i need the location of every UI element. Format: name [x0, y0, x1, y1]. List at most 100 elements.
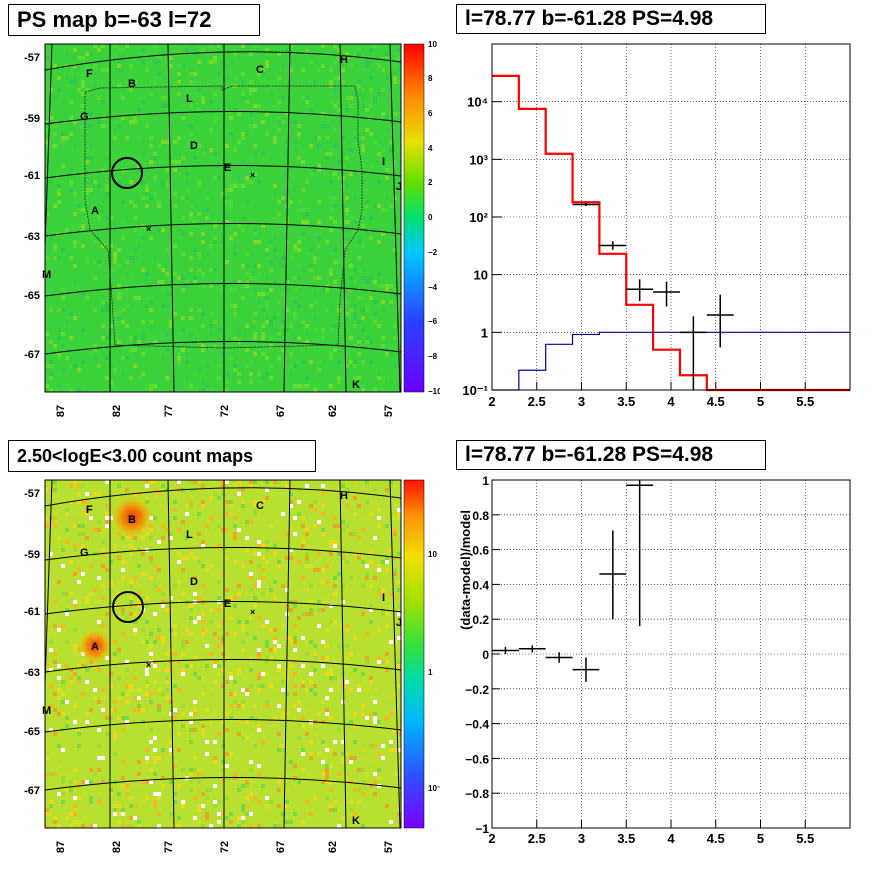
map-pixel	[213, 60, 217, 64]
map-pixel	[369, 48, 373, 52]
map-pixel	[105, 184, 109, 188]
map-pixel	[309, 268, 313, 272]
map-pixel	[281, 120, 285, 124]
map-pixel	[73, 572, 77, 576]
map-pixel	[321, 112, 325, 116]
map-pixel	[69, 772, 73, 776]
map-pixel	[225, 388, 229, 392]
map-pixel	[213, 56, 217, 60]
map-pixel	[253, 796, 257, 800]
map-pixel	[329, 688, 333, 692]
map-pixel	[281, 200, 285, 204]
map-pixel	[369, 236, 373, 240]
map-pixel	[285, 280, 289, 284]
map-pixel	[93, 356, 97, 360]
spectrum-series	[492, 74, 850, 392]
map-pixel	[257, 564, 261, 568]
map-pixel	[85, 600, 89, 604]
map-pixel	[65, 528, 69, 532]
map-pixel	[393, 160, 397, 164]
map-pixel	[129, 272, 133, 276]
map-pixel	[181, 556, 185, 560]
map-pixel	[181, 640, 185, 644]
map-pixel	[133, 248, 137, 252]
map-pixel	[209, 496, 213, 500]
map-pixel	[177, 228, 181, 232]
map-pixel	[393, 112, 397, 116]
map-pixel	[113, 260, 117, 264]
map-pixel	[53, 816, 57, 820]
map-pixel	[157, 144, 161, 148]
map-pixel	[269, 364, 273, 368]
map-pixel	[249, 656, 253, 660]
map-pixel	[129, 580, 133, 584]
map-pixel	[329, 668, 333, 672]
map-pixel	[381, 88, 385, 92]
map-pixel	[361, 136, 365, 140]
map-pixel	[301, 524, 305, 528]
map-pixel	[229, 220, 233, 224]
map-pixel	[233, 532, 237, 536]
map-pixel	[297, 324, 301, 328]
map-pixel	[57, 140, 61, 144]
map-pixel	[189, 316, 193, 320]
map-pixel	[337, 76, 341, 80]
map-pixel	[133, 676, 137, 680]
map-pixel	[125, 324, 129, 328]
map-pixel	[397, 516, 401, 520]
map-pixel	[337, 572, 341, 576]
map-pixel	[89, 156, 93, 160]
map-pixel	[209, 620, 213, 624]
map-pixel	[65, 228, 69, 232]
map-pixel	[45, 664, 49, 668]
map-pixel	[353, 268, 357, 272]
ps-map-colorbar	[403, 43, 425, 393]
map-pixel	[313, 316, 317, 320]
map-pixel	[145, 640, 149, 644]
map-pixel	[49, 648, 53, 652]
map-pixel	[229, 752, 233, 756]
map-pixel	[121, 812, 125, 816]
map-pixel	[73, 700, 77, 704]
map-pixel	[165, 140, 169, 144]
map-pixel	[125, 824, 129, 828]
map-pixel	[121, 692, 125, 696]
map-pixel	[369, 676, 373, 680]
map-pixel	[77, 732, 81, 736]
map-pixel	[161, 484, 165, 488]
map-pixel	[297, 200, 301, 204]
map-pixel	[361, 672, 365, 676]
map-pixel	[81, 360, 85, 364]
map-pixel	[185, 632, 189, 636]
map-pixel	[149, 136, 153, 140]
map-pixel	[357, 320, 361, 324]
map-pixel	[201, 48, 205, 52]
map-pixel	[205, 216, 209, 220]
map-pixel	[65, 608, 69, 612]
map-pixel	[381, 380, 385, 384]
map-pixel	[329, 324, 333, 328]
map-pixel	[385, 116, 389, 120]
map-pixel	[73, 812, 77, 816]
map-pixel	[73, 604, 77, 608]
ps-source-label-m: M	[42, 269, 51, 281]
map-pixel	[233, 484, 237, 488]
ps-colorbar-label: −8	[428, 352, 438, 361]
map-pixel	[265, 660, 269, 664]
map-pixel	[309, 248, 313, 252]
map-pixel	[177, 560, 181, 564]
map-pixel	[285, 308, 289, 312]
map-pixel	[261, 672, 265, 676]
spectrum-ytick-label: 1	[481, 325, 488, 340]
map-pixel	[369, 560, 373, 564]
map-pixel	[61, 700, 65, 704]
map-pixel	[161, 104, 165, 108]
map-pixel	[305, 588, 309, 592]
map-pixel	[45, 648, 49, 652]
map-pixel	[381, 588, 385, 592]
map-pixel	[125, 684, 129, 688]
map-pixel	[377, 372, 381, 376]
map-pixel	[241, 296, 245, 300]
map-pixel	[373, 280, 377, 284]
map-pixel	[221, 236, 225, 240]
